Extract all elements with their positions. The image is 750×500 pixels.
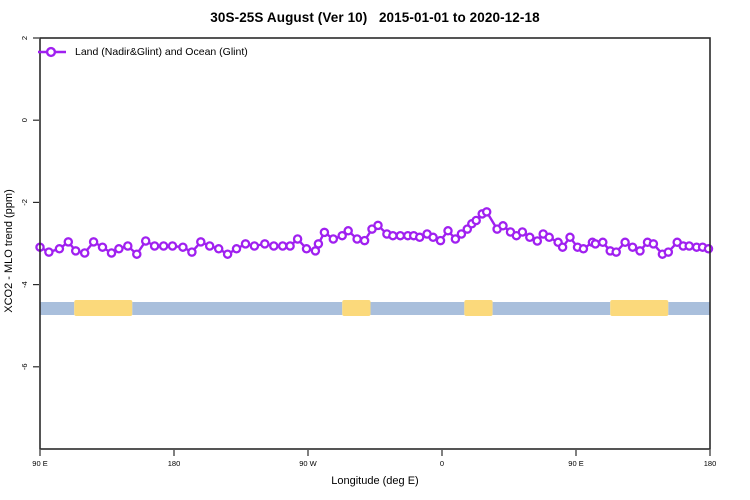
data-point-marker (319, 227, 330, 238)
x-axis-tick-label: 180 (168, 459, 181, 468)
data-point-marker (260, 239, 270, 249)
y-axis-tick-label: 2 (20, 36, 29, 40)
data-point-marker (557, 242, 568, 252)
data-point-marker (158, 241, 169, 251)
data-point-marker (590, 239, 601, 249)
data-point-marker (213, 244, 224, 254)
y-axis-tick-label: -2 (20, 199, 29, 206)
data-point-marker (611, 247, 621, 257)
data-point-marker (44, 247, 54, 257)
surface-band-land-segment (74, 300, 133, 316)
data-point-marker (337, 230, 347, 241)
x-axis-tick-label: 0 (440, 459, 444, 468)
data-point-marker (635, 246, 645, 256)
legend-line-circle-icon (38, 46, 66, 58)
data-point-marker (450, 234, 461, 244)
surface-band-ocean-segment (668, 302, 710, 315)
surface-band-land-segment (464, 300, 493, 316)
x-axis-title: Longitude (deg E) (331, 475, 419, 487)
x-axis-tick-label: 90 E (568, 459, 583, 468)
data-point-marker (565, 232, 575, 243)
data-point-marker (178, 242, 188, 252)
data-point-marker (395, 230, 406, 241)
plot-border (39, 37, 711, 450)
data-point-marker (249, 241, 260, 251)
data-point-marker (204, 241, 215, 251)
legend: Land (Nadir&Glint) and Ocean (Glint) (38, 46, 248, 58)
y-axis-tick-label: 0 (20, 118, 29, 122)
data-point-marker (97, 242, 108, 252)
data-point-marker (648, 239, 659, 249)
data-point-marker (359, 235, 370, 246)
data-point-marker (63, 237, 74, 247)
x-axis-tick-label: 180 (704, 459, 717, 468)
data-point-marker (544, 232, 554, 243)
data-point-marker (481, 207, 492, 217)
legend-label: Land (Nadir&Glint) and Ocean (Glint) (75, 46, 248, 58)
data-point-marker (123, 241, 133, 251)
x-axis-tick-label: 90 W (299, 459, 317, 468)
data-point-marker (106, 248, 117, 258)
data-point-marker (196, 237, 206, 247)
surface-band-ocean-segment (492, 302, 611, 315)
data-point-marker (443, 226, 453, 236)
data-point-marker (313, 239, 324, 249)
data-point-marker (240, 239, 251, 249)
surface-band-ocean-segment (40, 302, 75, 315)
data-point-marker (54, 244, 65, 254)
data-point-marker (684, 241, 694, 251)
data-point-marker (435, 235, 446, 246)
data-point-marker (525, 232, 535, 243)
data-point-marker (663, 247, 674, 257)
data-point-marker (456, 229, 467, 239)
data-point-marker (428, 232, 438, 243)
surface-band-land-segment (342, 300, 371, 316)
data-point-marker (79, 248, 90, 258)
data-point-marker (343, 226, 353, 236)
data-point-marker (167, 241, 178, 251)
data-point-marker (578, 244, 589, 254)
data-point-marker (114, 244, 124, 254)
data-point-marker (285, 241, 295, 251)
data-point-marker (292, 234, 303, 244)
data-point-marker (498, 221, 508, 231)
y-axis-tick-label: -6 (20, 363, 29, 370)
data-point-marker (703, 244, 714, 254)
data-point-marker (627, 242, 638, 252)
surface-band-land-segment (610, 300, 669, 316)
data-point-marker (88, 237, 99, 247)
data-point-marker (352, 234, 362, 244)
data-point-marker (277, 241, 288, 251)
data-point-marker (132, 249, 142, 259)
y-axis-tick-label: -4 (20, 281, 29, 288)
data-point-marker (620, 237, 630, 248)
data-point-marker (517, 227, 528, 237)
data-point-marker (70, 246, 81, 256)
data-point-marker (222, 249, 233, 259)
data-point-marker (301, 244, 312, 254)
data-point-marker (388, 230, 398, 241)
data-point-marker (231, 244, 242, 254)
data-point-marker (140, 236, 151, 246)
surface-band-ocean-segment (132, 302, 343, 315)
surface-band-ocean-segment (370, 302, 465, 315)
data-point-marker (471, 215, 481, 226)
data-point-marker (269, 241, 279, 251)
data-point-marker (149, 241, 160, 251)
data-point-marker (373, 220, 383, 231)
chart-title: 30S-25S August (Ver 10) 2015-01-01 to 20… (210, 10, 540, 25)
data-point-marker (414, 232, 425, 243)
data-point-marker (598, 237, 608, 248)
x-axis-tick-label: 90 E (32, 459, 47, 468)
data-point-marker (532, 236, 543, 246)
data-point-marker (328, 234, 339, 244)
data-point-marker (187, 247, 197, 257)
